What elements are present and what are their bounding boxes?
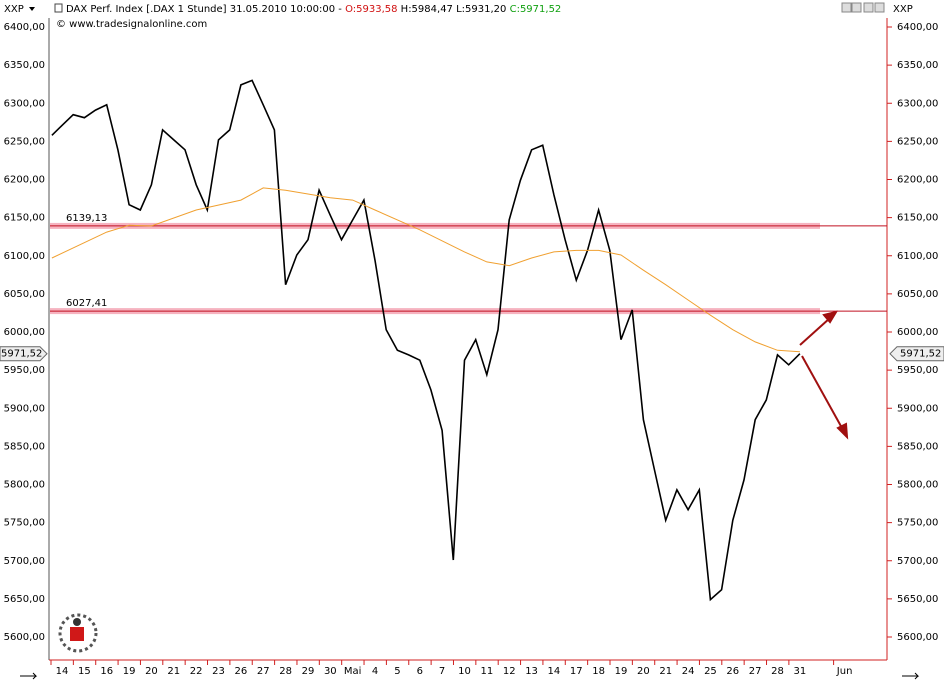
x-tick-label: 4 — [372, 666, 378, 677]
y-tick-label: 5900,00 — [4, 403, 45, 414]
x-tick-label: 27 — [749, 666, 762, 677]
x-tick-label: 24 — [682, 666, 695, 677]
y-tick-label-right: 5850,00 — [897, 441, 938, 452]
y-tick-label-right: 5650,00 — [897, 594, 938, 605]
last-label-left: 5971,52 — [1, 349, 42, 360]
symbol-left[interactable]: XXP — [4, 4, 24, 15]
x-tick-label: 26 — [235, 666, 248, 677]
x-tick-label: 30 — [324, 666, 337, 677]
x-tick-label: 19 — [615, 666, 628, 677]
x-tick-label: 15 — [78, 666, 91, 677]
y-tick-label: 6400,00 — [4, 22, 45, 33]
x-tick-label: 25 — [704, 666, 717, 677]
level-label: 6027,41 — [66, 298, 107, 309]
y-tick-label: 6000,00 — [4, 327, 45, 338]
y-tick-label: 6050,00 — [4, 289, 45, 300]
header: DAX Perf. Index [.DAX 1 Stunde] 31.05.20… — [66, 4, 561, 15]
x-tick-label: 29 — [302, 666, 315, 677]
x-tick-label: 21 — [659, 666, 672, 677]
series-line — [51, 187, 800, 353]
level-label: 6139,13 — [66, 213, 107, 224]
last-tag-left — [0, 346, 48, 362]
y-tick-label-right: 5900,00 — [897, 403, 938, 414]
y-tick-label-right: 5950,00 — [897, 365, 938, 376]
y-tick-label-right: 6000,00 — [897, 327, 938, 338]
x-tick-label: 31 — [794, 666, 807, 677]
x-tick-label: 11 — [480, 666, 493, 677]
x-tick-label: 28 — [279, 666, 292, 677]
logo — [58, 613, 98, 653]
x-tick-label: 14 — [56, 666, 69, 677]
x-tick-label: 27 — [257, 666, 270, 677]
y-tick-label-right: 5800,00 — [897, 480, 938, 491]
x-tick-label: 16 — [100, 666, 113, 677]
y-tick-label: 5800,00 — [4, 480, 45, 491]
y-tick-label-right: 6150,00 — [897, 213, 938, 224]
x-tick-label: 23 — [212, 666, 225, 677]
x-tick-label: 10 — [458, 666, 471, 677]
y-tick-label: 5700,00 — [4, 556, 45, 567]
y-tick-label: 6200,00 — [4, 175, 45, 186]
x-tick-label: 13 — [525, 666, 538, 677]
y-tick-label-right: 6250,00 — [897, 136, 938, 147]
y-tick-label-right: 6100,00 — [897, 251, 938, 262]
y-tick-label-right: 6050,00 — [897, 289, 938, 300]
symbol-right: XXP — [893, 4, 913, 15]
x-tick-label: 20 — [637, 666, 650, 677]
y-tick-label: 5950,00 — [4, 365, 45, 376]
y-tick-label: 5600,00 — [4, 632, 45, 643]
subtitle: © www.tradesignalonline.com — [56, 19, 207, 30]
x-tick-label: 12 — [503, 666, 516, 677]
y-tick-label-right: 6300,00 — [897, 98, 938, 109]
y-tick-label-right: 5750,00 — [897, 518, 938, 529]
y-tick-label-right: 5700,00 — [897, 556, 938, 567]
x-tick-label: 19 — [123, 666, 136, 677]
x-tick-label: 21 — [167, 666, 180, 677]
y-tick-label-right: 6400,00 — [897, 22, 938, 33]
scroll-right[interactable] — [902, 672, 920, 680]
dropdown[interactable] — [29, 7, 35, 11]
y-tick-label: 5650,00 — [4, 594, 45, 605]
last-label-right: 5971,52 — [900, 349, 941, 360]
x-tick-label: Jun — [836, 666, 853, 677]
x-tick-label: 6 — [417, 666, 423, 677]
arrows — [799, 310, 849, 440]
y-tick-label: 6250,00 — [4, 136, 45, 147]
last-tag-right — [889, 346, 944, 362]
x-tick-label: 7 — [439, 666, 445, 677]
y-tick-label: 6350,00 — [4, 60, 45, 71]
x-tick-label: 14 — [548, 666, 561, 677]
x-tick-label: 20 — [145, 666, 158, 677]
x-tick-label: 28 — [771, 666, 784, 677]
x-tick-label: 22 — [190, 666, 203, 677]
y-tick-label-right: 6350,00 — [897, 60, 938, 71]
toolbar[interactable] — [841, 2, 885, 13]
y-tick-label: 5850,00 — [4, 441, 45, 452]
y-tick-label-right: 6200,00 — [897, 175, 938, 186]
series-line — [51, 79, 801, 602]
x-tick-label: 18 — [592, 666, 605, 677]
y-tick-label: 5750,00 — [4, 518, 45, 529]
x-tick-label: 26 — [726, 666, 739, 677]
y-tick-label: 6150,00 — [4, 213, 45, 224]
x-tick-label: 5 — [394, 666, 400, 677]
y-tick-label-right: 5600,00 — [897, 632, 938, 643]
y-tick-label: 6300,00 — [4, 98, 45, 109]
y-tick-label: 6100,00 — [4, 251, 45, 262]
icon — [54, 3, 63, 13]
x-tick-label: Mai — [344, 666, 362, 677]
scroll-left[interactable] — [20, 672, 38, 680]
x-tick-label: 17 — [570, 666, 583, 677]
